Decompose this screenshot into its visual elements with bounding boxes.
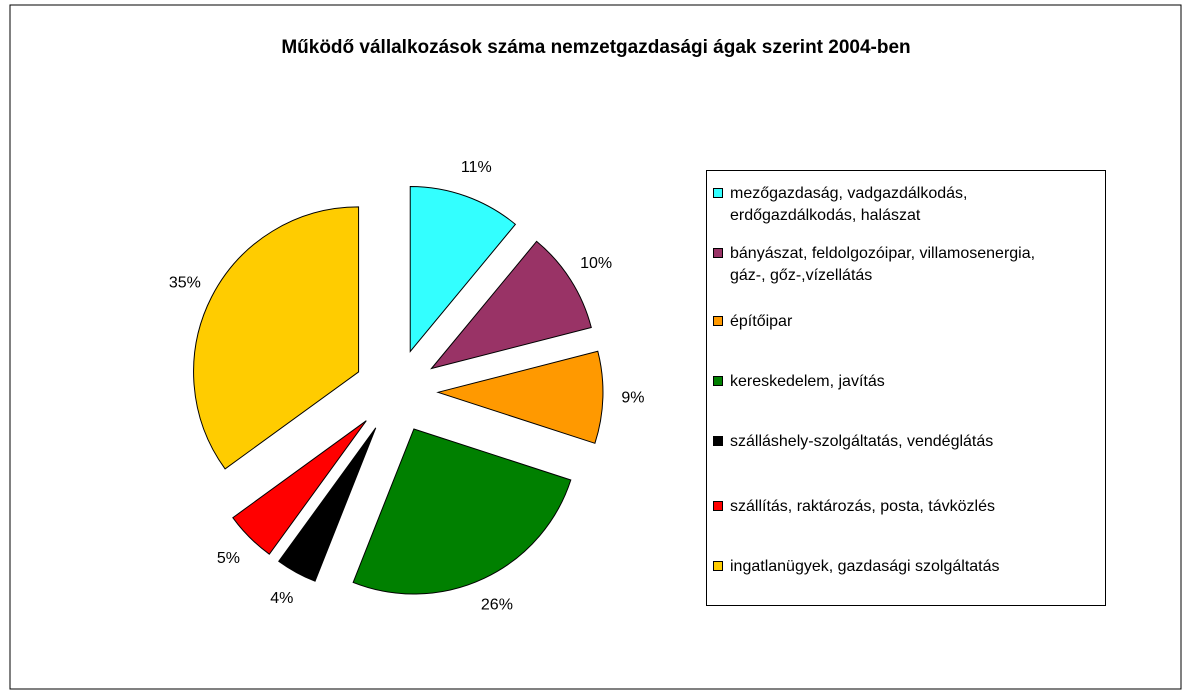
legend-swatch: [713, 188, 723, 198]
legend-item: építőipar: [713, 311, 1110, 333]
legend-label: bányászat, feldolgozóipar, villamosenerg…: [730, 245, 1036, 284]
data-label: 4%: [270, 590, 293, 607]
data-label: 9%: [621, 390, 644, 407]
legend-item: ingatlanügyek, gazdasági szolgáltatás: [713, 556, 1110, 578]
legend-item: bányászat, feldolgozóipar, villamosenerg…: [713, 243, 1070, 287]
legend-swatch: [713, 248, 723, 258]
pie-slice: [436, 350, 604, 444]
pie-slice: [409, 185, 517, 353]
legend-label: építőipar: [730, 313, 793, 330]
legend: mezőgazdaság, vadgazdálkodás, erdőgazdál…: [706, 170, 1106, 606]
pie-slice: [352, 428, 572, 595]
chart-title: Működő vállalkozások száma nemzetgazdasá…: [281, 37, 910, 58]
legend-item: kereskedelem, javítás: [713, 371, 1110, 393]
data-label: 10%: [580, 255, 612, 272]
data-label: 26%: [481, 597, 513, 614]
legend-label: szállítás, raktározás, posta, távközlés: [730, 498, 995, 515]
legend-label: szálláshely-szolgáltatás, vendéglátás: [730, 433, 994, 450]
pie-slice: [232, 420, 367, 555]
pie-slice: [430, 240, 592, 370]
pie-slice: [193, 206, 360, 470]
data-label: 11%: [461, 159, 492, 176]
legend-label: mezőgazdaság, vadgazdálkodás, erdőgazdál…: [730, 185, 968, 224]
legend-label: ingatlanügyek, gazdasági szolgáltatás: [730, 558, 1000, 575]
data-label: 5%: [217, 550, 240, 567]
legend-label: kereskedelem, javítás: [730, 373, 885, 390]
legend-swatch: [713, 436, 723, 446]
data-label: 35%: [169, 275, 201, 292]
legend-swatch: [713, 316, 723, 326]
legend-swatch: [713, 376, 723, 386]
legend-swatch: [713, 501, 723, 511]
legend-swatch: [713, 561, 723, 571]
legend-item: mezőgazdaság, vadgazdálkodás, erdőgazdál…: [713, 183, 1070, 227]
legend-item: szállítás, raktározás, posta, távközlés: [713, 496, 1110, 518]
legend-item: szálláshely-szolgáltatás, vendéglátás: [713, 431, 1110, 453]
pie-slice: [278, 427, 377, 582]
